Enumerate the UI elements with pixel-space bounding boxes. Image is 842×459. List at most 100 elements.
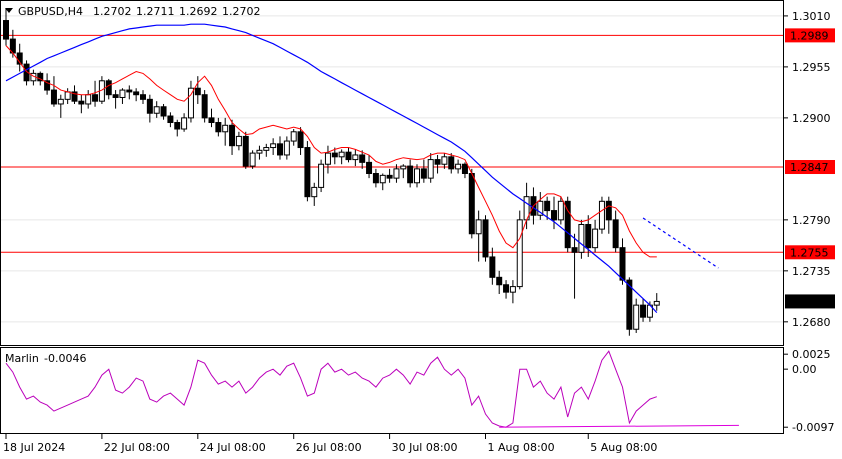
candle-body (318, 163, 325, 188)
candle-body (393, 168, 400, 179)
menu-triangle-icon[interactable] (5, 8, 13, 13)
candle-body (571, 247, 578, 253)
candle-body (407, 165, 414, 184)
candle-body (263, 147, 270, 151)
marlin-line (5, 350, 657, 428)
candle-body (201, 94, 208, 119)
candle-body (626, 279, 633, 330)
candle-body (352, 154, 359, 161)
candle-body (592, 228, 599, 249)
candle-body (297, 131, 304, 149)
current-price-label: 1.2702 (790, 295, 829, 308)
candle-body (345, 151, 352, 161)
indicator-tick-label: 0.00 (792, 363, 817, 376)
slow-ma-projection (642, 217, 719, 269)
candle-body (64, 91, 71, 100)
candle-body (57, 98, 64, 105)
candle-body (105, 80, 112, 96)
candle-body (653, 300, 660, 306)
candle-body (461, 163, 468, 175)
candle-body (414, 168, 420, 184)
indicator-tick-label: -0.0097 (792, 421, 834, 434)
candle-body (194, 87, 201, 96)
candle-body (23, 63, 30, 82)
candle-body (174, 122, 181, 130)
time-axis: 18 Jul 2024 22 Jul 08:00 24 Jul 08:00 26 Ju… (3, 434, 657, 454)
candle-body (229, 124, 236, 147)
candle-body (509, 286, 516, 293)
level-price-box (785, 28, 835, 43)
price-tick-label: 1.2735 (792, 265, 831, 278)
ohlc-close: 1.2702 (222, 5, 261, 18)
fast-ma-line (5, 45, 657, 258)
candle-body (537, 200, 544, 216)
price-tick-label: 1.2900 (792, 112, 831, 125)
level-price-label: 1.2989 (790, 29, 829, 42)
candle-body (153, 106, 160, 114)
indicator-name: Marlin (5, 352, 39, 365)
candle-body (359, 154, 366, 163)
candle-body (489, 256, 496, 278)
candle-body (71, 91, 78, 102)
marlin-indicator: 0.0025 0.00 -0.0097 (5, 348, 834, 434)
candle-body (633, 304, 640, 330)
candle-body (372, 173, 379, 184)
candle-body (187, 87, 194, 119)
candle-body (208, 117, 215, 124)
candle-body (270, 143, 277, 149)
candle-body (585, 223, 592, 249)
symbol-label: GBPUSD,H4 (18, 5, 83, 18)
level-price-label: 1.2755 (790, 246, 829, 259)
candle-body (181, 117, 188, 130)
slow-ma-line (5, 23, 658, 314)
candle-body (37, 72, 44, 82)
candle-body (448, 156, 455, 170)
candle-body (544, 200, 551, 212)
time-tick-label: 1 Aug 08:00 (488, 441, 555, 454)
candle-body (133, 91, 140, 96)
candle-body (551, 210, 557, 221)
candle-body (400, 165, 407, 170)
candle-body (503, 284, 510, 293)
candle-body (112, 94, 119, 98)
candle-body (50, 89, 57, 105)
divergence-line (499, 424, 739, 428)
time-tick-label: 5 Aug 08:00 (590, 441, 657, 454)
horizontal-levels[interactable]: 1.2989 1.2847 1.2755 (1, 28, 835, 260)
candle-body (242, 135, 249, 167)
candle-body (640, 304, 647, 318)
candle-body (256, 149, 263, 154)
candle-body (44, 80, 51, 91)
price-tick-label: 1.2680 (792, 316, 831, 329)
candle-body (557, 200, 564, 221)
candle-body (386, 174, 393, 179)
candle-body (468, 173, 475, 235)
candle-body (119, 89, 126, 98)
candle-body (290, 131, 297, 142)
price-tick-label: 1.3010 (792, 10, 831, 23)
candle-body (277, 143, 283, 156)
price-tick-label: 1.2955 (792, 61, 831, 74)
candle-body (78, 100, 85, 105)
ohlc-high: 1.2711 (136, 5, 175, 18)
chart-frame (0, 0, 784, 346)
moving-averages (5, 23, 719, 314)
candle-body (215, 122, 222, 133)
candle-body (379, 174, 386, 184)
candle-body (598, 200, 605, 230)
ohlc-open: 1.2702 (93, 5, 132, 18)
candle-body (235, 135, 242, 147)
candle-body (578, 223, 585, 253)
candle-body (126, 89, 133, 93)
level-price-box (785, 160, 835, 175)
candle-body (455, 163, 462, 170)
candle-body (482, 219, 489, 258)
indicator-frame (0, 347, 784, 434)
candle-body (92, 94, 99, 102)
candle-body (475, 219, 482, 235)
candle-body (564, 200, 571, 249)
candle-body (249, 152, 256, 167)
candle-body (167, 115, 174, 124)
candle-body (441, 156, 448, 165)
